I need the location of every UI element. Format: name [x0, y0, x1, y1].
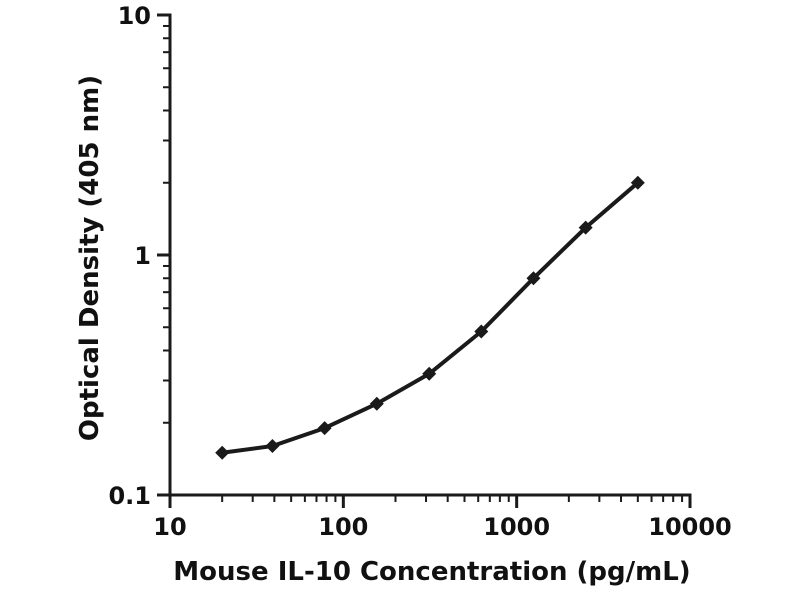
- plot-area: 10 100 1000 10000 0.1 1 10: [108, 2, 731, 541]
- data-point-marker: [265, 439, 280, 454]
- data-point-marker: [526, 271, 541, 286]
- x-tick-label: 1000: [483, 513, 550, 541]
- y-tick-label: 1: [134, 242, 151, 270]
- axis-spines: [168, 13, 692, 497]
- data-point-marker: [474, 324, 489, 339]
- series-line: [221, 181, 640, 455]
- data-point-marker: [317, 421, 332, 436]
- x-tick-label: 10000: [648, 513, 732, 541]
- data-point-marker: [422, 366, 437, 381]
- data-point-marker: [369, 396, 384, 411]
- data-point-marker: [215, 445, 230, 460]
- x-tick-label: 10: [153, 513, 186, 541]
- y-tick-label: 10: [118, 2, 151, 30]
- y-tick-label: 0.1: [108, 482, 151, 510]
- data-point-marker: [630, 175, 645, 190]
- x-axis-title: Mouse IL-10 Concentration (pg/mL): [173, 557, 690, 587]
- x-tick-label: 100: [318, 513, 368, 541]
- y-axis-title: Optical Density (405 nm): [75, 75, 105, 441]
- data-point-marker: [578, 220, 593, 235]
